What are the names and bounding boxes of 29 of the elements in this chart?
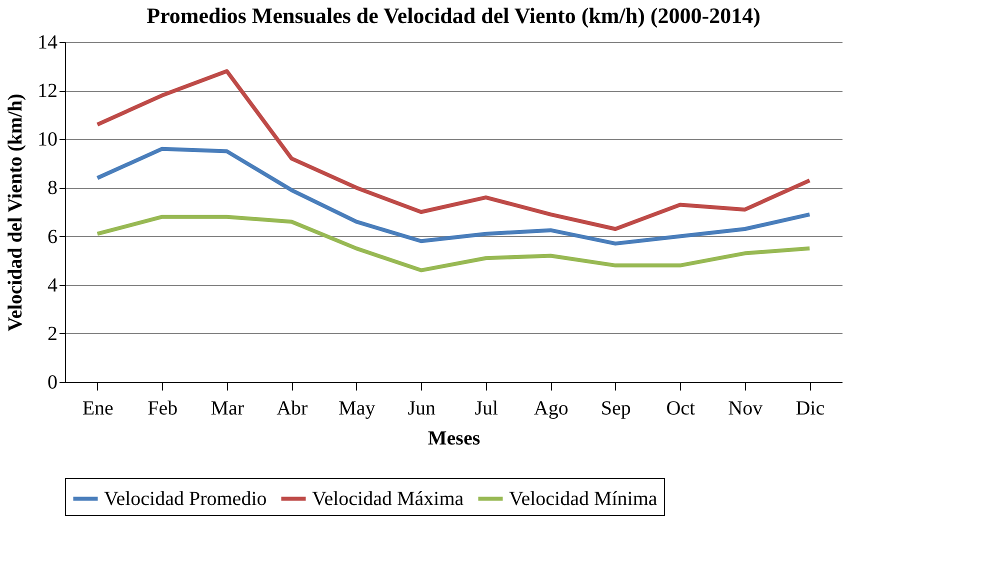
legend-label: Velocidad Máxima [312,488,464,510]
x-tick-label: Ago [534,398,568,420]
y-tick-label: 12 [38,80,58,102]
line-series [95,69,812,231]
x-tick-label: Oct [666,398,696,420]
chart-title: Promedios Mensuales de Velocidad del Viento (km/h) (2000-2014) [146,3,760,28]
x-tick-label: Dic [796,398,825,420]
y-tick-label: 0 [48,372,58,394]
x-axis-title: Meses [428,428,480,450]
y-tick-label: 4 [48,274,58,296]
y-axis-title: Velocidad del Viento (km/h) [4,94,26,332]
x-tick-label: Feb [148,398,178,420]
y-tick-label: 6 [48,226,58,248]
y-tick-label: 8 [48,177,58,200]
line-series [95,146,812,246]
x-tick-label: Jul [474,398,498,420]
legend-label: Velocidad Promedio [104,488,267,510]
y-tick-label: 10 [38,128,58,151]
y-tick-label: 2 [48,322,58,345]
x-tick-label: May [338,398,376,420]
x-tick-label: Sep [600,398,631,420]
x-tick-label: Abr [276,398,308,420]
legend-label: Velocidad Mínima [509,488,658,510]
x-tick-label: Ene [82,398,114,420]
x-tick-label: Nov [728,398,763,420]
line-series [95,214,812,272]
x-tick-label: Mar [210,398,244,420]
x-tick-label: Jun [408,398,436,420]
y-tick-label: 14 [38,32,58,54]
